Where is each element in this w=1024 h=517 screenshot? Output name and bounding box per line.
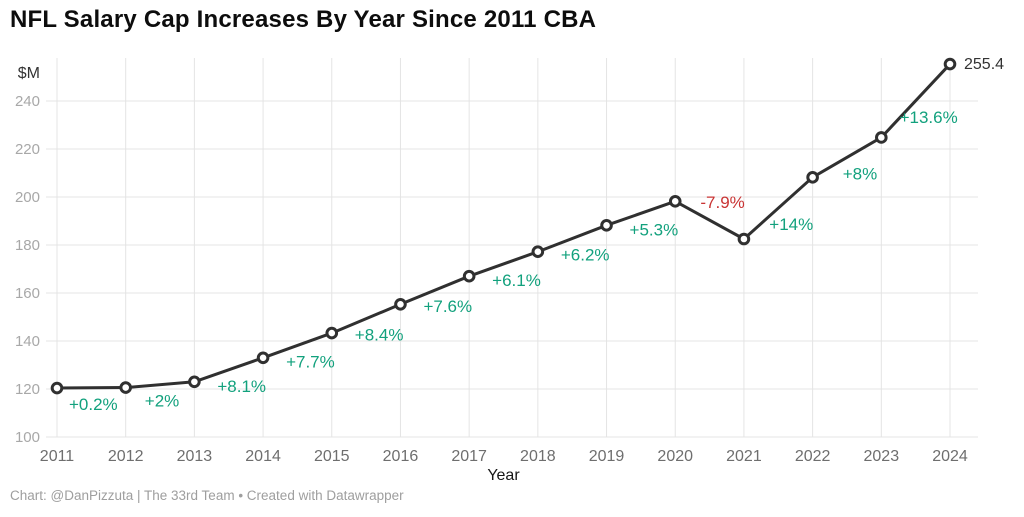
data-point-2015[interactable]: [325, 326, 339, 340]
x-axis-tick-label: 2022: [795, 448, 831, 465]
data-point-2014[interactable]: [256, 351, 270, 365]
data-point-2023[interactable]: [875, 131, 888, 144]
data-point-2011[interactable]: [50, 381, 64, 395]
x-axis-tick-label: 2023: [864, 448, 900, 465]
data-point-2016[interactable]: [394, 297, 407, 311]
end-value-label: 255.4: [964, 56, 1004, 73]
x-axis-tick-label: 2013: [177, 448, 213, 465]
chart-title: NFL Salary Cap Increases By Year Since 2…: [10, 6, 597, 33]
pct-change-label: +14%: [769, 215, 813, 234]
pct-change-label-negative: -7.9%: [700, 193, 744, 212]
x-axis-tick-label: 2015: [314, 448, 350, 465]
data-point-2018[interactable]: [531, 245, 545, 259]
data-point-2024[interactable]: [943, 57, 957, 71]
data-point-2017[interactable]: [462, 269, 476, 283]
pct-change-label: +0.2%: [69, 395, 118, 414]
x-axis-tick-label: 2024: [932, 448, 968, 465]
pct-change-label: +7.6%: [423, 297, 472, 316]
x-axis-tick-label: 2019: [589, 448, 625, 465]
pct-change-label: +8%: [843, 164, 878, 183]
pct-change-label: +5.3%: [630, 220, 679, 239]
x-axis-tick-label: 2012: [108, 448, 144, 465]
y-axis-unit-label: $M: [18, 65, 40, 82]
y-axis-tick-label: 180: [15, 237, 40, 254]
pct-change-label: +6.2%: [561, 246, 610, 265]
data-point-2013[interactable]: [188, 375, 201, 389]
pct-change-label: +6.1%: [492, 271, 541, 290]
y-axis-tick-label: 240: [15, 93, 40, 110]
x-axis-tick-label: 2018: [520, 448, 556, 465]
salary-cap-line: [55, 62, 952, 390]
pct-change-label: +2%: [145, 392, 180, 411]
y-axis-tick-label: 100: [15, 429, 40, 446]
x-axis-tick-label: 2014: [245, 448, 281, 465]
pct-change-label: +7.7%: [286, 352, 335, 371]
y-axis-tick-label: 140: [15, 333, 40, 350]
data-point-2012[interactable]: [119, 381, 132, 394]
x-axis-title: Year: [487, 467, 520, 484]
x-axis-tick-label: 2017: [451, 448, 487, 465]
x-axis-tick-label: 2016: [383, 448, 419, 465]
x-axis-tick-label: 2020: [657, 448, 693, 465]
y-axis-tick-label: 120: [15, 381, 40, 398]
pct-change-label: +8.1%: [217, 377, 266, 396]
chart-credit: Chart: @DanPizzuta | The 33rd Team • Cre…: [10, 488, 404, 503]
y-axis-tick-label: 220: [15, 141, 40, 158]
y-axis-tick-label: 200: [15, 189, 40, 206]
data-point-2022[interactable]: [806, 171, 819, 184]
pct-change-label: +8.4%: [355, 326, 404, 345]
data-point-2021[interactable]: [737, 232, 751, 246]
x-axis-tick-label: 2021: [726, 448, 762, 465]
pct-change-label: +13.6%: [900, 108, 958, 127]
data-point-2020[interactable]: [668, 195, 682, 208]
data-point-2019[interactable]: [600, 219, 613, 232]
x-axis-tick-label: 2011: [40, 448, 75, 465]
y-axis-tick-label: 160: [15, 285, 40, 302]
